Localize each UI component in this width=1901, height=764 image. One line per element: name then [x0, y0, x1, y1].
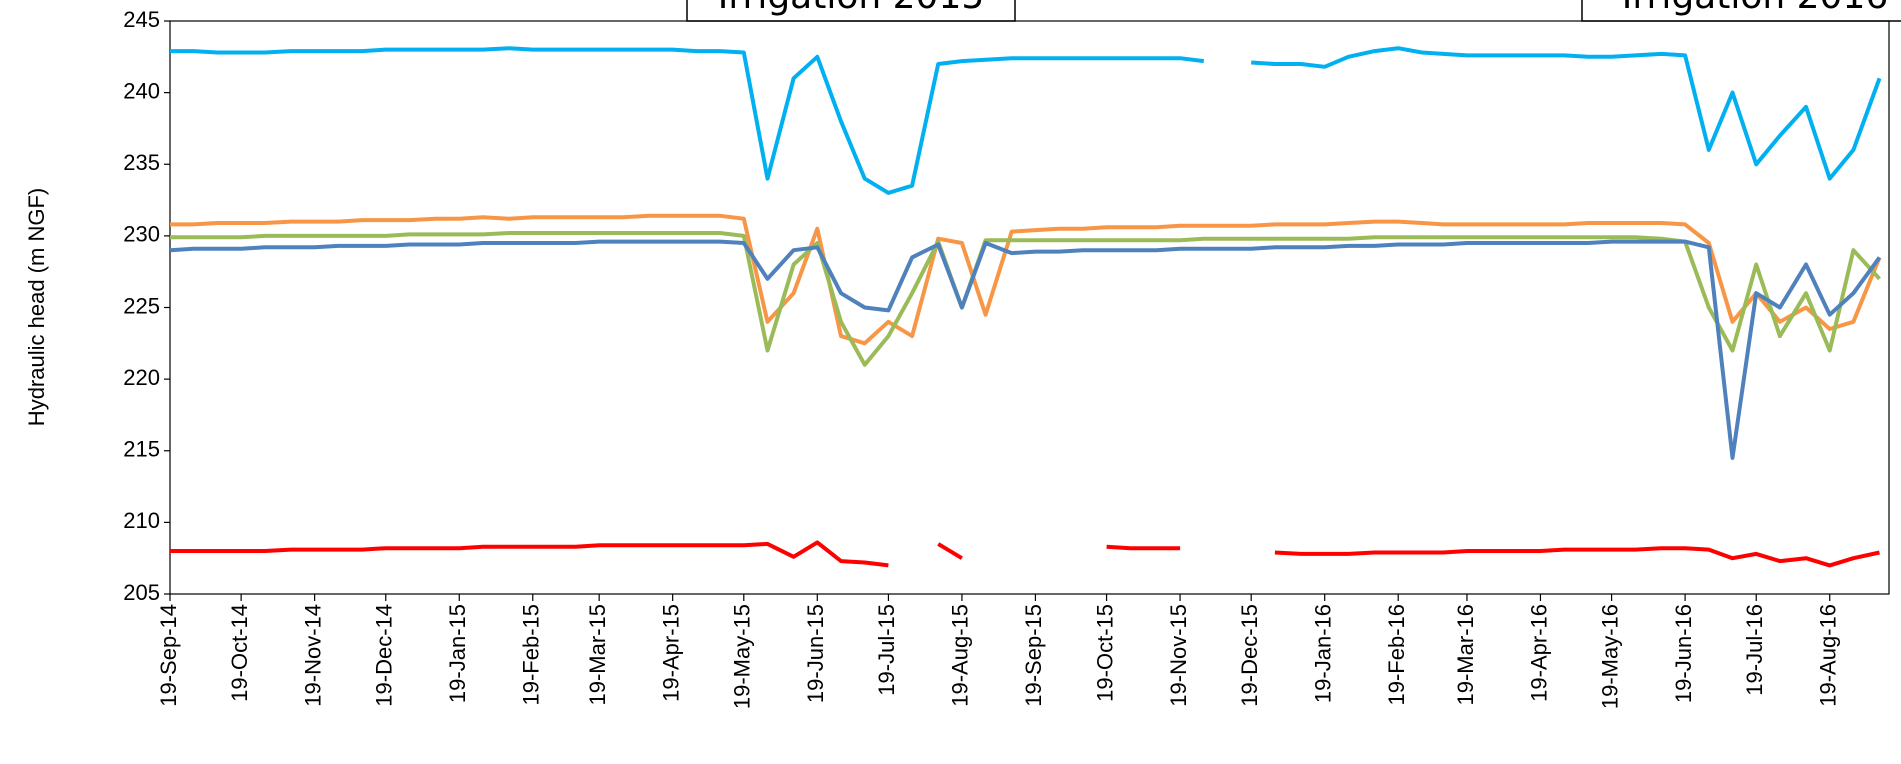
x-tick-label: 19-May-15 [730, 604, 755, 709]
x-tick-label: 19-Feb-15 [519, 604, 544, 706]
x-tick-label: 19-Mar-15 [585, 604, 610, 705]
x-tick-label: 19-Apr-16 [1526, 604, 1551, 702]
plot-frame [169, 20, 1890, 595]
y-tick-label: 205 [123, 580, 160, 605]
y-axis-label: Hydraulic head (m NGF) [24, 188, 49, 426]
x-tick-label: 19-May-16 [1597, 604, 1622, 709]
annotation: Irrigation 2016 [1622, 0, 1889, 17]
series-line [170, 540, 1880, 568]
x-tick-label: 19-Jun-15 [803, 604, 828, 703]
x-tick-label: 19-Sep-14 [156, 604, 181, 707]
y-tick-label: 245 [123, 7, 160, 32]
x-tick-label: 19-Feb-16 [1384, 604, 1409, 706]
y-tick-label: 210 [123, 508, 160, 533]
x-tick-label: 19-Nov-14 [300, 604, 325, 707]
annotation: Irrigation 2015 [718, 0, 985, 17]
x-tick-label: 19-Apr-15 [658, 604, 683, 702]
series-line [170, 213, 1882, 346]
x-tick-label: 19-Oct-15 [1092, 604, 1117, 702]
y-tick-label: 230 [123, 222, 160, 247]
x-tick-label: 19-Sep-15 [1021, 604, 1046, 707]
x-tick-label: 19-Aug-15 [948, 604, 973, 707]
y-tick-label: 235 [123, 150, 160, 175]
y-tick-label: 220 [123, 365, 160, 390]
y-tick-label: 240 [123, 78, 160, 103]
y-tick-label: 215 [123, 437, 160, 462]
x-tick-label: 19-Oct-14 [227, 604, 252, 702]
x-tick-label: 19-Dec-14 [372, 604, 397, 707]
x-tick-label: 19-Dec-15 [1237, 604, 1262, 707]
x-tick-label: 19-Jun-16 [1671, 604, 1696, 703]
series-line [169, 239, 1882, 460]
x-tick-label: 19-Jul-15 [874, 604, 899, 696]
series-line [170, 231, 1881, 367]
x-tick-label: 19-Nov-15 [1166, 604, 1191, 707]
series-line [170, 46, 1882, 195]
x-tick-label: 19-Aug-16 [1816, 604, 1841, 707]
x-tick-label: 19-Jul-16 [1742, 604, 1767, 696]
x-tick-label: 19-Jan-16 [1311, 604, 1336, 703]
y-tick-label: 225 [123, 293, 160, 318]
x-tick-label: 19-Jan-15 [445, 604, 470, 703]
x-tick-label: 19-Mar-16 [1453, 604, 1478, 705]
